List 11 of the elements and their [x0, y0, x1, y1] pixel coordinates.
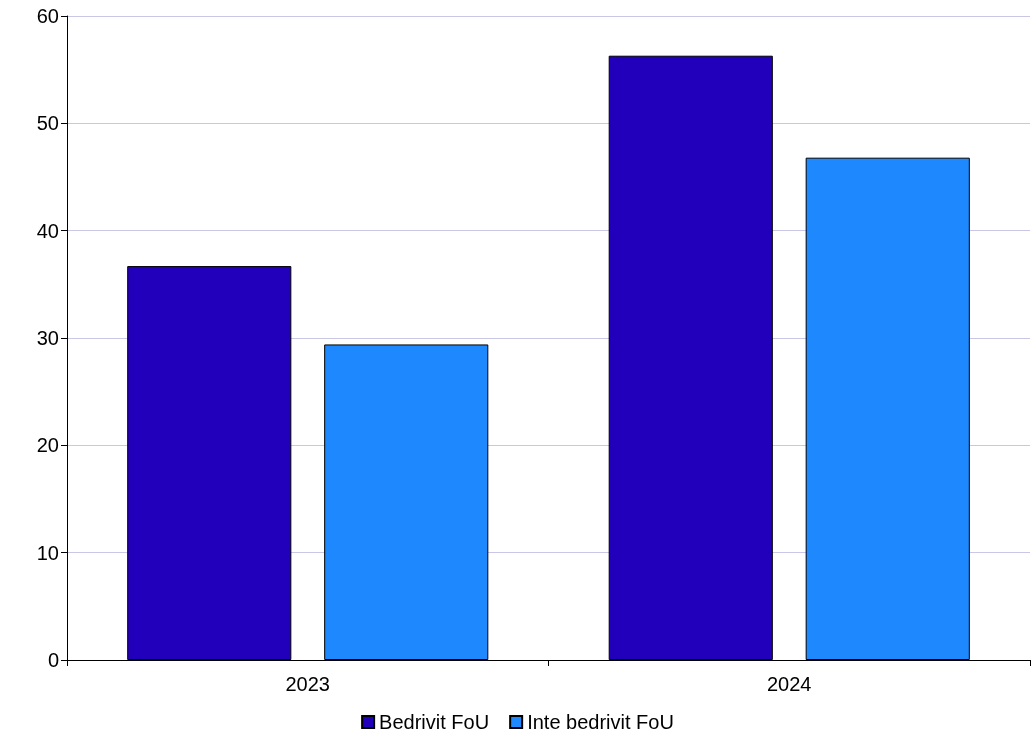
y-tick-label: 30 [36, 327, 59, 349]
x-tick-label: 2023 [285, 673, 330, 695]
y-tick-label: 40 [36, 219, 59, 242]
legend-label: Inte bedrivit FoU [527, 711, 674, 733]
y-tick-label: 10 [36, 541, 59, 564]
y-tick-label: 50 [36, 112, 59, 135]
y-tick-label: 60 [36, 5, 59, 27]
y-tick-label: 0 [47, 649, 59, 671]
y-tick-label: 20 [36, 434, 59, 457]
legend-label: Bedrivit FoU [379, 711, 490, 733]
x-tick-label: 2024 [767, 673, 812, 695]
